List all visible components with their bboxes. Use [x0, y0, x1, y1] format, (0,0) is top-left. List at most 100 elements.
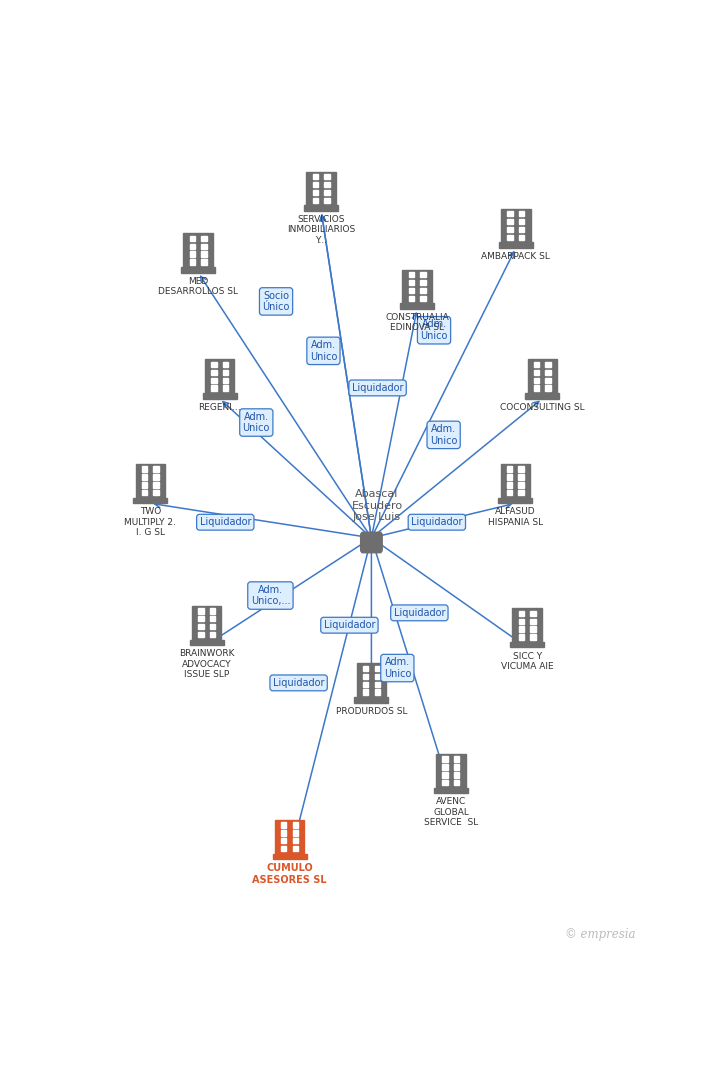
FancyBboxPatch shape — [211, 385, 216, 391]
FancyBboxPatch shape — [374, 674, 380, 679]
FancyBboxPatch shape — [198, 608, 204, 613]
FancyBboxPatch shape — [363, 682, 368, 687]
FancyBboxPatch shape — [526, 394, 559, 399]
Text: CONSTRUALIA
EDINOVA SL: CONSTRUALIA EDINOVA SL — [385, 312, 449, 333]
FancyBboxPatch shape — [355, 698, 389, 703]
FancyBboxPatch shape — [363, 666, 368, 671]
FancyBboxPatch shape — [518, 635, 524, 640]
FancyBboxPatch shape — [275, 820, 304, 854]
FancyBboxPatch shape — [510, 642, 544, 647]
FancyBboxPatch shape — [507, 227, 513, 232]
Text: © еmpresia: © еmpresia — [565, 928, 636, 941]
FancyBboxPatch shape — [202, 394, 237, 399]
FancyBboxPatch shape — [443, 773, 448, 778]
FancyBboxPatch shape — [312, 174, 318, 180]
FancyBboxPatch shape — [545, 385, 551, 391]
FancyBboxPatch shape — [507, 234, 513, 240]
FancyBboxPatch shape — [306, 171, 336, 205]
FancyBboxPatch shape — [211, 378, 216, 383]
Text: SERVICIOS
INMOBILIARIOS
Y...: SERVICIOS INMOBILIARIOS Y... — [287, 215, 355, 245]
FancyBboxPatch shape — [223, 378, 228, 383]
FancyBboxPatch shape — [312, 189, 318, 195]
FancyBboxPatch shape — [518, 467, 524, 472]
FancyBboxPatch shape — [519, 219, 524, 225]
Text: Liquidador: Liquidador — [352, 383, 403, 393]
FancyBboxPatch shape — [519, 234, 524, 240]
FancyBboxPatch shape — [513, 608, 542, 642]
FancyBboxPatch shape — [530, 618, 536, 624]
FancyBboxPatch shape — [142, 490, 147, 495]
FancyBboxPatch shape — [507, 490, 513, 495]
FancyBboxPatch shape — [210, 616, 215, 622]
Ellipse shape — [365, 533, 378, 545]
FancyBboxPatch shape — [518, 483, 524, 488]
FancyBboxPatch shape — [403, 270, 432, 304]
FancyBboxPatch shape — [190, 244, 195, 249]
Text: Liquidador: Liquidador — [324, 621, 375, 630]
Text: Socio
Único: Socio Único — [262, 291, 290, 312]
FancyBboxPatch shape — [198, 616, 204, 622]
FancyBboxPatch shape — [202, 259, 207, 264]
FancyBboxPatch shape — [501, 464, 530, 498]
FancyBboxPatch shape — [454, 773, 459, 778]
FancyBboxPatch shape — [181, 268, 215, 273]
FancyBboxPatch shape — [534, 362, 539, 367]
FancyBboxPatch shape — [192, 606, 221, 640]
Text: Abascal
Escudero
Jose Luis: Abascal Escudero Jose Luis — [352, 489, 403, 522]
FancyBboxPatch shape — [519, 211, 524, 216]
FancyBboxPatch shape — [357, 663, 386, 698]
FancyBboxPatch shape — [154, 483, 159, 488]
Text: BRAINWORK
ADVOCACY
ISSUE SLP: BRAINWORK ADVOCACY ISSUE SLP — [179, 649, 234, 678]
Text: SICC Y
VICUMA AIE: SICC Y VICUMA AIE — [501, 652, 553, 671]
Text: REGENI…: REGENI… — [198, 402, 241, 412]
FancyBboxPatch shape — [545, 370, 551, 376]
FancyBboxPatch shape — [202, 235, 207, 241]
Text: Adm.
Unico: Adm. Unico — [420, 320, 448, 341]
FancyBboxPatch shape — [374, 682, 380, 687]
FancyBboxPatch shape — [530, 626, 536, 631]
FancyBboxPatch shape — [408, 288, 414, 293]
FancyBboxPatch shape — [507, 474, 513, 479]
Text: Liquidador: Liquidador — [394, 608, 445, 617]
Text: Adm.
Unico: Adm. Unico — [384, 657, 411, 678]
FancyBboxPatch shape — [443, 756, 448, 762]
FancyBboxPatch shape — [518, 618, 524, 624]
FancyBboxPatch shape — [133, 498, 167, 503]
FancyBboxPatch shape — [293, 846, 298, 852]
FancyBboxPatch shape — [272, 854, 306, 859]
Text: Liquidador: Liquidador — [199, 517, 251, 528]
Text: COCONSULTING SL: COCONSULTING SL — [500, 402, 585, 412]
FancyBboxPatch shape — [443, 764, 448, 769]
FancyBboxPatch shape — [293, 830, 298, 836]
FancyBboxPatch shape — [530, 635, 536, 640]
FancyBboxPatch shape — [499, 243, 533, 248]
FancyBboxPatch shape — [420, 280, 426, 286]
FancyBboxPatch shape — [518, 474, 524, 479]
FancyBboxPatch shape — [312, 198, 318, 203]
FancyBboxPatch shape — [507, 467, 513, 472]
Text: AMBARPACK SL: AMBARPACK SL — [481, 251, 550, 261]
FancyBboxPatch shape — [135, 464, 165, 498]
FancyBboxPatch shape — [501, 209, 531, 243]
FancyBboxPatch shape — [454, 764, 459, 769]
FancyBboxPatch shape — [198, 631, 204, 637]
FancyBboxPatch shape — [528, 360, 557, 394]
Text: Adm.
Unico: Adm. Unico — [242, 412, 270, 433]
Text: TWO
MULTIPLY 2.
I. G SL: TWO MULTIPLY 2. I. G SL — [124, 507, 176, 537]
FancyBboxPatch shape — [436, 754, 466, 788]
FancyBboxPatch shape — [400, 304, 434, 309]
FancyBboxPatch shape — [223, 370, 228, 376]
FancyBboxPatch shape — [454, 780, 459, 785]
FancyBboxPatch shape — [293, 823, 298, 828]
FancyBboxPatch shape — [190, 251, 195, 257]
FancyBboxPatch shape — [190, 259, 195, 264]
FancyBboxPatch shape — [324, 182, 330, 187]
FancyBboxPatch shape — [211, 362, 216, 367]
FancyBboxPatch shape — [530, 611, 536, 616]
FancyBboxPatch shape — [210, 608, 215, 613]
FancyBboxPatch shape — [507, 211, 513, 216]
FancyBboxPatch shape — [454, 756, 459, 762]
FancyBboxPatch shape — [198, 624, 204, 629]
FancyBboxPatch shape — [211, 370, 216, 376]
FancyBboxPatch shape — [210, 624, 215, 629]
